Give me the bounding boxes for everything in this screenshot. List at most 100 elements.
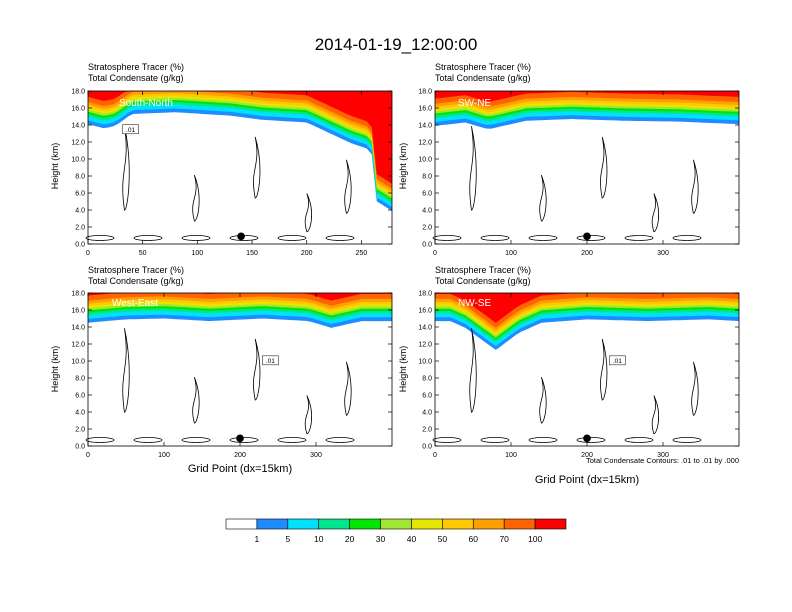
y-tick-label: 6.0	[422, 191, 432, 198]
condensate-contour	[528, 235, 558, 241]
condensate-contour	[469, 328, 477, 413]
x-tick-label: 0	[86, 452, 90, 459]
y-tick-label: 4.0	[75, 208, 85, 215]
plot-area: 0.0 2.0 4.0 6.0 8.0 10.0 12.0 14.0 16.0 18.0 0 100 2…	[418, 89, 740, 257]
condensate-contour	[600, 338, 608, 401]
y-axis-label: Height (km)	[50, 346, 60, 393]
y-tick-label: 18.0	[71, 89, 85, 96]
panel-field-label: Stratosphere Tracer (%)	[435, 62, 531, 72]
condensate-contour	[325, 437, 355, 443]
y-tick-label: 18.0	[418, 291, 432, 298]
y-tick-label: 8.0	[422, 376, 432, 383]
x-tick-label: 200	[581, 250, 593, 257]
colorbar-swatch	[349, 518, 381, 530]
condensate-contour	[133, 235, 163, 241]
condensate-contour	[229, 437, 259, 443]
x-tick-label: 300	[657, 250, 669, 257]
y-tick-label: 12.0	[418, 140, 432, 147]
x-axis-label: Grid Point (dx=15km)	[535, 474, 639, 486]
condensate-contour	[277, 437, 307, 443]
x-tick-label: 200	[234, 452, 246, 459]
x-tick-label: 50	[139, 250, 147, 257]
cross-section-label: SW-NE	[458, 98, 491, 109]
condensate-contour	[85, 235, 115, 241]
y-tick-label: 12.0	[418, 342, 432, 349]
condensate-contour	[277, 235, 307, 241]
x-tick-label: 150	[246, 250, 258, 257]
y-tick-label: 4.0	[75, 410, 85, 417]
panel-field-label: Total Condensate (g/kg)	[88, 73, 184, 83]
colorbar-swatch	[503, 518, 536, 530]
contour-label-box	[262, 355, 279, 366]
tracer-band	[88, 91, 392, 207]
y-tick-label: 6.0	[75, 393, 85, 400]
y-tick-label: 8.0	[75, 376, 85, 383]
condensate-contour	[651, 395, 660, 435]
y-tick-label: 14.0	[71, 123, 85, 130]
colorbar-swatch	[225, 518, 258, 530]
colorbar-swatch	[411, 518, 443, 530]
condensate-contour	[672, 437, 702, 443]
colorbar-label: 70	[499, 534, 509, 544]
colorbar-swatch	[256, 518, 289, 530]
y-axis-label: Height (km)	[50, 143, 60, 190]
colorbar-label: 1	[255, 534, 260, 544]
y-tick-label: 2.0	[75, 225, 85, 232]
x-tick-label: 0	[86, 250, 90, 257]
y-tick-label: 2.0	[75, 427, 85, 434]
x-tick-label: 0	[433, 250, 437, 257]
condensate-contour	[539, 377, 547, 424]
y-tick-label: 2.0	[422, 225, 432, 232]
x-tick-label: 200	[581, 452, 593, 459]
condensate-contour	[539, 175, 547, 222]
condensate-contour	[528, 437, 558, 443]
cross-section-label: West-East	[112, 298, 158, 309]
condensate-contour	[691, 159, 699, 214]
y-tick-label: 16.0	[71, 308, 85, 315]
y-tick-label: 0.0	[422, 444, 432, 451]
condensate-contour	[304, 395, 313, 435]
panel-west-east: Stratosphere Tracer (%) Total Condensate…	[50, 265, 393, 475]
colorbar: 1 5 10 20 30 40 50 60 70 100	[225, 518, 567, 544]
colorbar-label: 100	[528, 534, 542, 544]
colorbar-label: 60	[469, 534, 479, 544]
y-axis-label: Height (km)	[398, 143, 408, 190]
y-tick-label: 16.0	[418, 106, 432, 113]
y-tick-label: 6.0	[422, 393, 432, 400]
panel-south-north: Stratosphere Tracer (%) Total Condensate…	[50, 62, 393, 257]
colorbar-label: 40	[407, 534, 417, 544]
y-tick-label: 0.0	[75, 242, 85, 249]
colorbar-swatch	[472, 518, 505, 530]
x-tick-label: 100	[158, 452, 170, 459]
colorbar-label: 10	[314, 534, 324, 544]
y-tick-label: 8.0	[422, 174, 432, 181]
colorbar-swatch	[442, 518, 474, 530]
y-tick-label: 10.0	[71, 359, 85, 366]
colorbar-swatch	[534, 518, 567, 530]
y-tick-label: 12.0	[71, 342, 85, 349]
y-tick-label: 14.0	[71, 325, 85, 332]
condensate-contour	[624, 235, 654, 241]
x-axis-label: Grid Point (dx=15km)	[188, 463, 292, 475]
y-tick-label: 4.0	[422, 410, 432, 417]
condensate-contour	[253, 338, 261, 401]
y-axis-label: Height (km)	[398, 346, 408, 393]
condensate-contour	[192, 377, 200, 424]
panel-field-label: Stratosphere Tracer (%)	[88, 62, 184, 72]
panel-field-label: Total Condensate (g/kg)	[435, 73, 531, 83]
contour-label-box	[609, 355, 626, 366]
condensate-contour	[122, 328, 130, 413]
condensate-contour	[85, 437, 115, 443]
condensate-contour	[691, 361, 699, 416]
condensate-contour	[432, 437, 462, 443]
condensate-contour	[304, 193, 313, 233]
panel-sw-ne: Stratosphere Tracer (%) Total Condensate…	[398, 62, 740, 257]
x-tick-label: 0	[433, 452, 437, 459]
y-tick-label: 2.0	[422, 427, 432, 434]
panel-field-label: Stratosphere Tracer (%)	[88, 265, 184, 275]
contour-label-box	[122, 124, 139, 135]
condensate-contour	[469, 126, 477, 211]
panel-field-label: Stratosphere Tracer (%)	[435, 265, 531, 275]
y-tick-label: 16.0	[418, 308, 432, 315]
